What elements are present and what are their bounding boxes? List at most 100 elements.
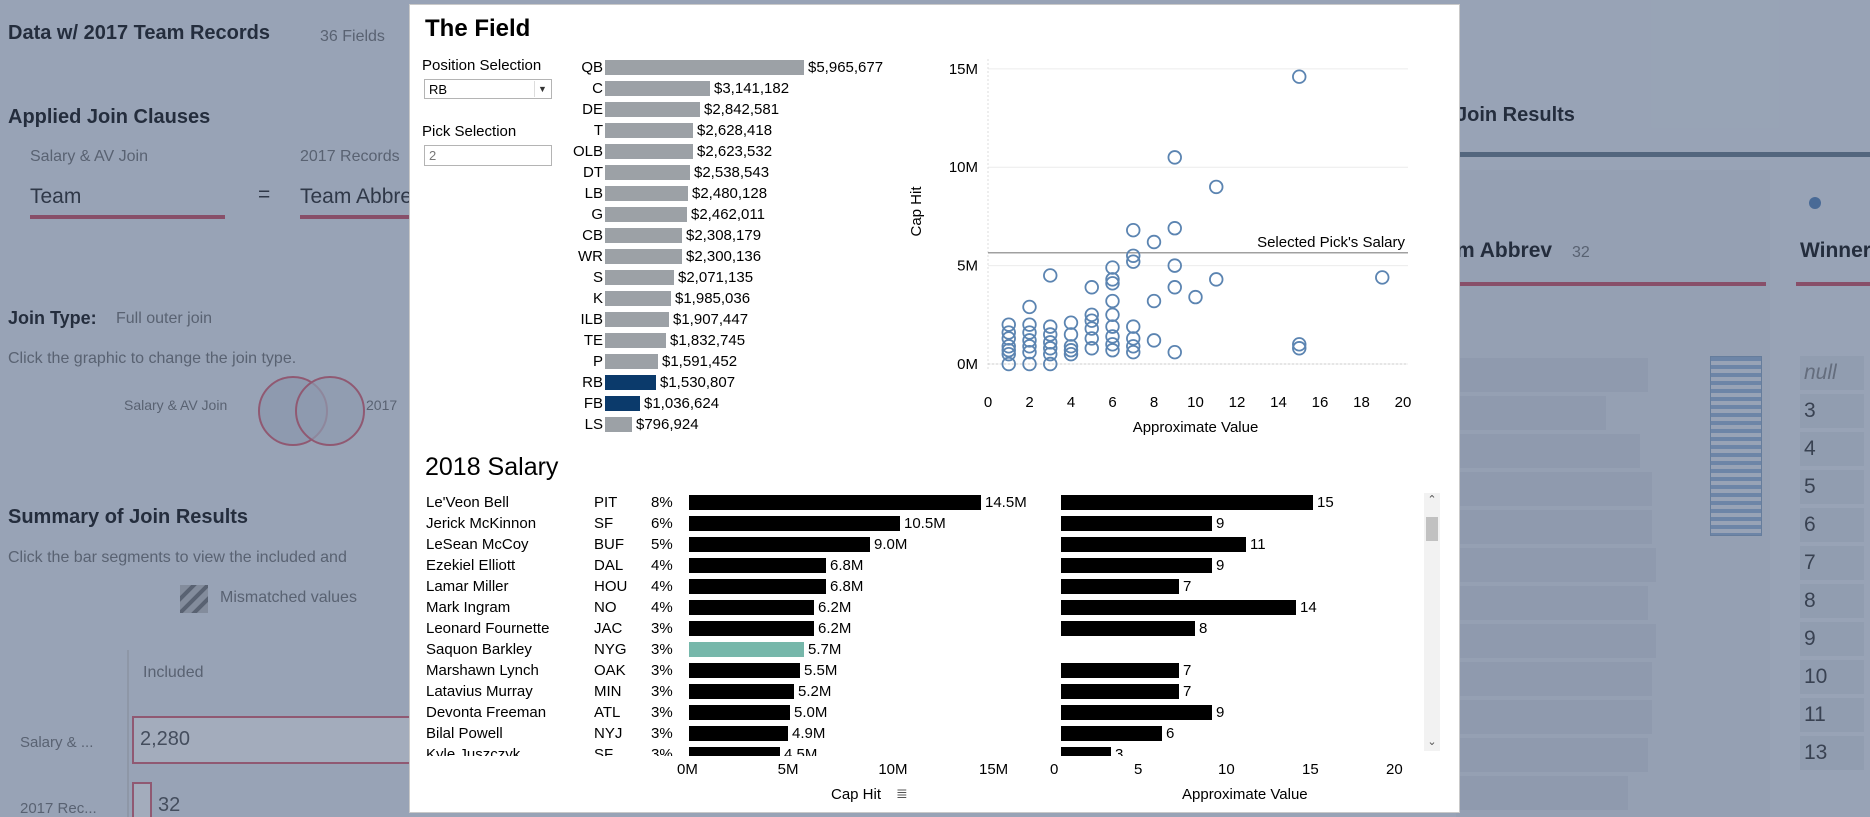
winner-value[interactable]: 9: [1800, 622, 1864, 656]
av-bar[interactable]: [1061, 705, 1212, 720]
winner-value[interactable]: 4: [1800, 432, 1864, 466]
position-salary-bar[interactable]: [605, 60, 804, 75]
scatter-point[interactable]: [1126, 248, 1141, 263]
player-row[interactable]: Kyle Juszczyk SF 3% 4.5M 3: [426, 744, 1426, 756]
scatter-point[interactable]: [1001, 331, 1016, 346]
scatter-point[interactable]: [1105, 337, 1120, 352]
winner-value[interactable]: 10: [1800, 660, 1864, 694]
pick-selection-input[interactable]: 2: [424, 145, 552, 166]
player-row[interactable]: Mark Ingram NO 4% 6.2M 14: [426, 597, 1426, 618]
scatter-point[interactable]: [1001, 346, 1016, 362]
player-row[interactable]: LeSean McCoy BUF 5% 9.0M 11: [426, 534, 1426, 555]
player-row[interactable]: Devonta Freeman ATL 3% 5.0M 9: [426, 702, 1426, 723]
player-row[interactable]: Ezekiel Elliott DAL 4% 6.8M 9: [426, 555, 1426, 576]
scatter-point[interactable]: [1022, 317, 1037, 332]
scatter-point[interactable]: [1146, 293, 1162, 309]
av-bar[interactable]: [1061, 747, 1111, 756]
scatter-point[interactable]: [1375, 270, 1390, 285]
scatter-point[interactable]: [1188, 289, 1203, 305]
position-salary-bar[interactable]: [605, 144, 693, 159]
winner-value[interactable]: 8: [1800, 584, 1864, 618]
position-salary-bar[interactable]: [605, 417, 632, 432]
av-bar[interactable]: [1061, 684, 1179, 699]
cap-hit-bar[interactable]: [689, 558, 826, 573]
cap-hit-bar[interactable]: [689, 747, 780, 756]
cap-hit-bar[interactable]: [689, 621, 814, 636]
scroll-thumb[interactable]: [1426, 517, 1438, 541]
scatter-point[interactable]: [1126, 339, 1141, 354]
scatter-point[interactable]: [1105, 343, 1120, 358]
chevron-down-icon[interactable]: ⌄: [1427, 736, 1437, 748]
position-bar-row[interactable]: QB $5,965,677: [560, 57, 883, 78]
scatter-point[interactable]: [1063, 327, 1079, 342]
position-bar-row[interactable]: LB $2,480,128: [560, 183, 850, 204]
chevron-down-icon[interactable]: ▼: [534, 81, 550, 97]
scatter-point[interactable]: [1043, 341, 1058, 356]
player-row[interactable]: Latavius Murray MIN 3% 5.2M 7: [426, 681, 1426, 702]
position-bar-row[interactable]: DT $2,538,543: [560, 162, 850, 183]
scatter-point[interactable]: [1084, 307, 1099, 323]
player-row[interactable]: Jerick McKinnon SF 6% 10.5M 9: [426, 513, 1426, 534]
position-salary-bar[interactable]: [605, 270, 674, 285]
winner-value[interactable]: 5: [1800, 470, 1864, 504]
position-bar-row[interactable]: T $2,628,418: [560, 120, 850, 141]
player-row[interactable]: Le'Veon Bell PIT 8% 14.5M 15: [426, 492, 1426, 513]
left-join-field[interactable]: Team: [30, 185, 82, 208]
scatter-point[interactable]: [1209, 272, 1224, 287]
av-bar[interactable]: [1061, 558, 1212, 573]
scatter-point[interactable]: [1292, 69, 1307, 84]
scatter-point[interactable]: [1043, 319, 1058, 334]
scatter-point[interactable]: [1043, 356, 1058, 372]
cap-hit-bar[interactable]: [689, 579, 826, 594]
player-row[interactable]: Saquon Barkley NYG 3% 5.7M: [426, 639, 1426, 660]
scatter-point[interactable]: [1126, 222, 1141, 238]
scatter-point[interactable]: [1105, 276, 1120, 291]
av-bar[interactable]: [1061, 579, 1179, 594]
scatter-point[interactable]: [1001, 317, 1016, 332]
scatter-point[interactable]: [1292, 337, 1307, 352]
scatter-point[interactable]: [1209, 179, 1224, 195]
scatter-point[interactable]: [1167, 221, 1182, 236]
av-bar[interactable]: [1061, 621, 1195, 636]
position-salary-bar[interactable]: [605, 81, 710, 96]
sort-icon[interactable]: ≣: [896, 785, 908, 801]
scatter-point[interactable]: [1043, 268, 1058, 283]
position-bar-row[interactable]: OLB $2,623,532: [560, 141, 850, 162]
position-bar-row[interactable]: K $1,985,036: [560, 288, 850, 309]
team-abbrev-histogram[interactable]: [1710, 356, 1762, 536]
position-salary-bar[interactable]: [605, 333, 666, 348]
position-bar-row[interactable]: P $1,591,452: [560, 351, 850, 372]
scatter-point[interactable]: [1063, 346, 1079, 362]
winner-value[interactable]: 11: [1800, 698, 1864, 732]
scatter-point[interactable]: [1167, 280, 1182, 295]
player-row[interactable]: Lamar Miller HOU 4% 6.8M 7: [426, 576, 1426, 597]
cap-hit-bar[interactable]: [689, 537, 870, 552]
summary-row2-bar[interactable]: [132, 782, 152, 817]
position-salary-bar[interactable]: [605, 375, 656, 390]
scatter-point[interactable]: [1105, 293, 1120, 309]
position-salary-bar[interactable]: [605, 354, 658, 369]
scatter-point[interactable]: [1022, 299, 1037, 315]
scatter-point[interactable]: [1146, 234, 1162, 250]
scatter-point[interactable]: [1022, 325, 1037, 340]
scatter-point[interactable]: [1146, 333, 1162, 348]
av-bar[interactable]: [1061, 537, 1246, 552]
player-row[interactable]: Leonard Fournette JAC 3% 6.2M 8: [426, 618, 1426, 639]
table-scrollbar[interactable]: ⌃ ⌄: [1424, 493, 1440, 751]
summary-row1-bar[interactable]: [132, 716, 412, 764]
position-bar-row[interactable]: DE $2,842,581: [560, 99, 850, 120]
position-salary-bar[interactable]: [605, 291, 671, 306]
position-bar-row[interactable]: WR $2,300,136: [560, 246, 850, 267]
position-bar-row[interactable]: TE $1,832,745: [560, 330, 850, 351]
scatter-point[interactable]: [1001, 356, 1016, 372]
av-bar[interactable]: [1061, 600, 1296, 615]
scatter-point[interactable]: [1292, 341, 1307, 356]
av-bar[interactable]: [1061, 516, 1212, 531]
position-salary-bar[interactable]: [605, 123, 693, 138]
position-bar-row[interactable]: C $3,141,182: [560, 78, 850, 99]
scatter-point[interactable]: [1105, 307, 1120, 323]
scatter-point[interactable]: [1126, 344, 1141, 360]
scatter-point[interactable]: [1167, 150, 1182, 165]
scatter-point[interactable]: [1126, 254, 1141, 269]
av-bar[interactable]: [1061, 726, 1162, 741]
